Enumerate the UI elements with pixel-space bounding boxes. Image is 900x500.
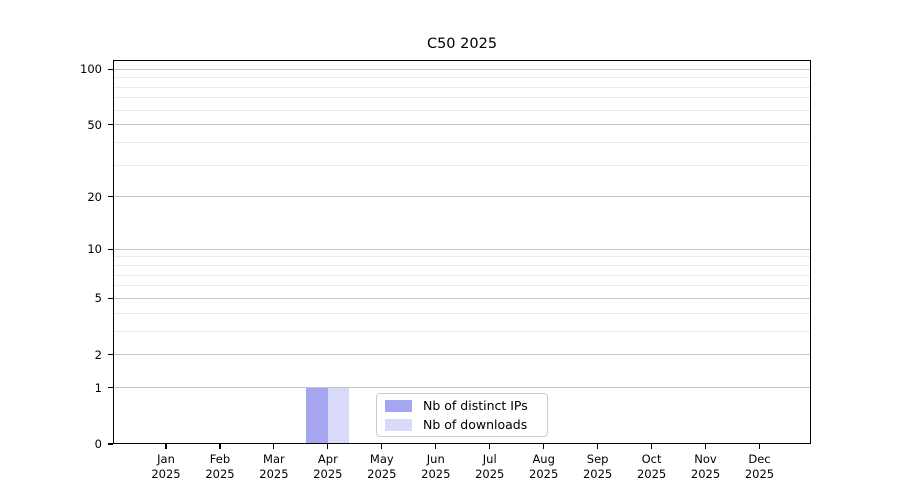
x-tick-month: Oct [641,452,662,466]
gridline-minor [113,141,811,143]
y-tick-label: 10 [87,242,102,257]
gridline-major [113,196,811,198]
x-tick-mark [219,444,221,449]
x-tick-month: Sep [586,452,609,466]
x-tick-label: Mar 2025 [247,452,301,482]
y-tick-mark [108,297,113,300]
x-tick-year: 2025 [313,467,343,481]
gridline-minor [113,285,811,287]
gridline-major [113,248,811,250]
legend-swatch-downloads-icon [385,418,412,431]
x-tick-label: Oct 2025 [625,452,679,482]
x-tick-month: Feb [209,452,231,466]
x-tick-label: Jul 2025 [463,452,517,482]
x-tick-mark [489,444,491,449]
gridline-major [113,354,811,356]
x-tick-mark [704,444,707,449]
x-tick-label: Aug 2025 [517,452,571,482]
y-tick-label: 50 [87,117,102,132]
legend-label-downloads: Nb of downloads [423,416,528,432]
x-tick-month: Dec [748,452,771,466]
gridline-major [113,387,811,389]
x-tick-month: Apr [317,452,338,466]
chart-title: C50 2025 [426,36,498,52]
legend-entry-downloads: Nb of downloads [385,416,539,432]
x-tick-month: Jul [482,452,497,466]
gridline-minor [113,256,811,258]
gridline-minor [113,265,811,267]
gridline-minor [113,330,811,332]
legend-swatch-distinct-ips-icon [385,399,412,412]
x-tick-mark [381,444,383,449]
x-tick-year: 2025 [582,467,613,481]
y-tick-mark [108,68,113,70]
x-tick-year: 2025 [367,467,397,481]
y-tick-mark [108,124,113,126]
legend: Nb of distinct IPs Nb of downloads [376,393,548,437]
gridline-major [113,68,811,70]
y-tick-label: 0 [94,437,102,451]
gridline-minor [113,97,811,99]
x-tick-mark [597,444,599,449]
x-tick-month: Jun [426,452,445,466]
y-tick-label: 20 [87,189,102,204]
y-tick-label: 100 [80,62,102,77]
x-tick-label: Jan 2025 [139,452,193,482]
gridline-major [113,124,811,126]
x-tick-month: Mar [263,452,285,466]
x-tick-month: Nov [694,452,717,466]
x-tick-label: Dec 2025 [733,452,787,482]
x-tick-month: Aug [532,452,555,466]
x-tick-year: 2025 [259,467,289,481]
x-tick-mark [650,444,653,449]
x-tick-label: Apr 2025 [301,452,355,482]
x-tick-label: Sep 2025 [571,452,625,482]
x-tick-label: Nov 2025 [679,452,733,482]
x-tick-mark [273,444,275,449]
x-tick-year: 2025 [205,467,235,481]
y-tick-label: 1 [94,380,102,395]
x-tick-label: Jun 2025 [409,452,463,482]
x-tick-year: 2025 [636,467,667,481]
bar-nb-of-distinct-ips [306,387,328,444]
x-tick-year: 2025 [475,467,505,481]
x-tick-year: 2025 [151,467,181,481]
x-tick-label: Feb 2025 [193,452,247,482]
x-tick-label: May 2025 [355,452,409,482]
x-tick-year: 2025 [421,467,451,481]
x-tick-mark [543,444,545,449]
y-tick-mark [108,387,113,389]
gridline-major [113,297,811,299]
legend-label-distinct-ips: Nb of distinct IPs [423,397,528,413]
x-tick-year: 2025 [744,467,775,481]
y-tick-mark [108,354,113,356]
x-tick-month: May [369,452,394,466]
x-tick-year: 2025 [690,467,721,481]
gridline-minor [113,77,811,79]
x-tick-mark [327,444,329,449]
x-tick-mark [758,444,761,449]
gridline-minor [113,312,811,314]
x-tick-month: Jan [157,452,175,466]
plot-area: Nb of distinct IPs Nb of downloads [113,60,811,444]
gridline-minor [113,86,811,88]
y-tick-mark [108,248,113,250]
y-tick-mark [108,196,113,198]
gridline-minor [113,274,811,276]
x-tick-mark [435,444,437,449]
y-tick-mark [108,443,113,445]
gridline-minor [113,109,811,111]
y-tick-label: 2 [94,347,102,362]
bar-nb-of-downloads [327,387,350,444]
x-tick-year: 2025 [529,467,559,481]
gridline-minor [113,164,811,166]
y-tick-label: 5 [94,291,102,306]
x-tick-mark [165,444,167,449]
legend-entry-distinct-ips: Nb of distinct IPs [385,397,539,413]
